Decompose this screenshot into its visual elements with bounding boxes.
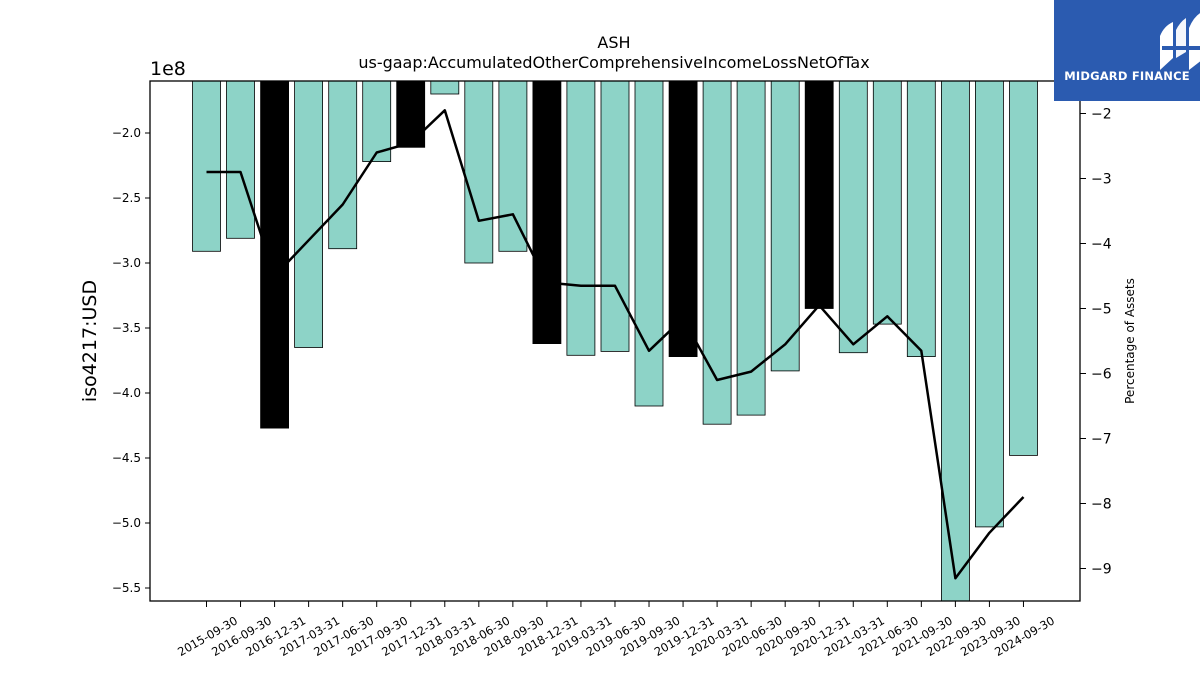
y2-tick-label: −8	[1091, 497, 1112, 513]
y2-tick-label: −2	[1091, 107, 1112, 123]
bar	[430, 80, 460, 95]
bar	[192, 80, 221, 252]
bar	[1009, 80, 1038, 456]
bar	[975, 80, 1004, 528]
y2-axis-label: Percentage of Assets	[1123, 278, 1137, 404]
bar	[464, 80, 494, 264]
y2-axis: −2 −3 −4 −5 −6 −7 −8 −9	[1080, 107, 1112, 578]
bar	[804, 80, 834, 309]
bar	[872, 80, 902, 325]
y-tick-label: −3.0	[112, 256, 141, 270]
line-group	[206, 109, 1025, 580]
bar	[566, 80, 596, 356]
bar	[328, 80, 358, 250]
bar	[702, 80, 732, 425]
y-offset-label: 1e8	[150, 58, 186, 80]
y2-tick-label: −7	[1091, 432, 1112, 448]
y2-tick-label: −4	[1091, 237, 1112, 253]
y-tick-label: −2.5	[112, 191, 141, 205]
x-axis: 2015-09-302016-09-302016-12-312017-03-31…	[175, 601, 1057, 659]
y-tick-label: −5.0	[112, 516, 141, 530]
bar	[838, 80, 868, 354]
bar	[362, 80, 392, 162]
y2-tick-label: −3	[1091, 172, 1112, 188]
bar	[294, 80, 324, 348]
brand-name: MIDGARD FINANCE	[1064, 69, 1190, 83]
bar	[498, 80, 528, 252]
bar	[634, 80, 664, 407]
bar	[770, 80, 800, 372]
chart-subtitle: us-gaap:AccumulatedOtherComprehensiveInc…	[358, 53, 869, 72]
midgard-logo-icon	[1160, 13, 1200, 70]
chart-title: ASH	[597, 33, 630, 52]
percent-assets-line	[206, 109, 1025, 580]
bar	[226, 80, 255, 239]
y-tick-label: −2.0	[112, 126, 141, 140]
bar	[396, 80, 426, 148]
y-tick-label: −5.5	[112, 581, 141, 595]
midgard-finance-logo: MIDGARD FINANCE	[1054, 0, 1200, 101]
bar	[668, 80, 698, 358]
y2-tick-label: −6	[1091, 367, 1112, 383]
y-tick-label: −3.5	[112, 321, 141, 335]
y2-tick-label: −9	[1091, 562, 1112, 578]
y2-tick-label: −5	[1091, 302, 1112, 318]
bar	[941, 80, 970, 602]
y-tick-label: −4.5	[112, 451, 141, 465]
bar	[260, 80, 290, 429]
y-axis: −2.0 −2.5 −3.0 −3.5 −4.0 −4.5 −5.0 −5.5	[112, 126, 150, 595]
bar	[906, 80, 936, 358]
bar	[532, 80, 562, 345]
bar	[736, 80, 766, 416]
y-axis-label: iso4217:USD	[79, 280, 101, 402]
y-tick-label: −4.0	[112, 386, 141, 400]
bar	[600, 80, 630, 352]
